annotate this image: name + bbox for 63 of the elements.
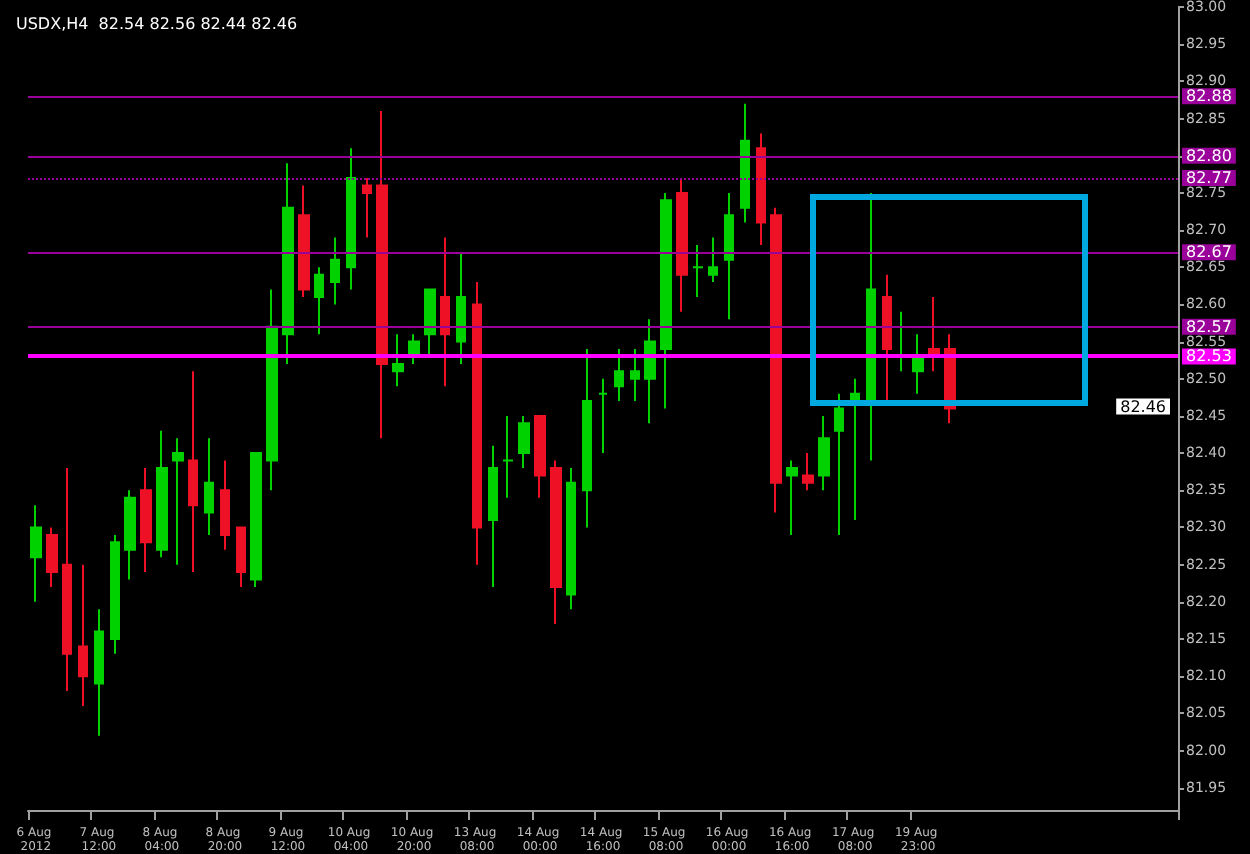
- candlestick: [660, 191, 672, 410]
- candlestick: [472, 281, 482, 566]
- candlestick: [756, 132, 766, 246]
- candlestick: [30, 504, 42, 603]
- candlestick: [62, 466, 72, 693]
- candlestick: [220, 459, 230, 551]
- candlestick: [392, 333, 404, 388]
- candlestick: [614, 348, 624, 403]
- candlestick: [330, 236, 340, 306]
- candlestick: [440, 236, 450, 388]
- candlestick: [740, 102, 750, 224]
- candlestick: [156, 429, 168, 559]
- candlestick: [786, 459, 798, 536]
- candlestick: [866, 191, 876, 462]
- ref-line-label: 82.57: [1186, 317, 1232, 336]
- candlestick: [124, 489, 136, 581]
- candlestick: [236, 526, 246, 588]
- candlestick: [204, 437, 214, 536]
- candlestick: [424, 288, 436, 358]
- candlestick: [502, 414, 514, 499]
- candlestick: [534, 414, 546, 499]
- candlestick: [770, 206, 782, 514]
- ref-line-label: 82.77: [1186, 169, 1232, 188]
- candlestick: [850, 377, 860, 522]
- candlestick: [644, 318, 656, 425]
- candlestick: [802, 452, 814, 492]
- candlestick: [692, 243, 704, 298]
- candlestick: [266, 288, 278, 492]
- candlestick: [834, 392, 844, 536]
- text: USDX,H4 82.54 82.56 82.44 82.46: [16, 15, 298, 33]
- candlestick: [140, 466, 152, 574]
- candlestick: [250, 452, 262, 588]
- ref-line-label: 82.67: [1186, 243, 1232, 262]
- candlestick: [912, 333, 924, 395]
- candlestick: [78, 563, 88, 707]
- candlestick: [566, 466, 576, 611]
- candlestick: [818, 414, 830, 492]
- candlestick: [188, 370, 198, 574]
- candlestick: [94, 608, 104, 737]
- candlestick: [676, 177, 688, 313]
- candlestick: [346, 147, 356, 291]
- candlestick: [724, 191, 734, 321]
- candlestick: [882, 273, 892, 403]
- ref-line-label: 82.53: [1186, 347, 1232, 366]
- candlestick: [110, 533, 120, 655]
- ref-line-label: 82.80: [1186, 146, 1232, 165]
- candlestick: [456, 251, 466, 365]
- candlestick: [550, 459, 562, 626]
- candlestick: [582, 348, 592, 529]
- candlestick: [488, 444, 498, 588]
- candlestick: [630, 348, 640, 403]
- candlestick: [172, 437, 184, 566]
- candlestick: [314, 266, 324, 336]
- candlestick: [376, 110, 388, 440]
- candlestick: [298, 184, 310, 298]
- candlestick: [362, 177, 372, 239]
- candlestick: [708, 236, 718, 284]
- ref-line-label: 82.88: [1186, 87, 1232, 106]
- annotation: 82.46: [1120, 397, 1167, 416]
- candlestick: [598, 377, 608, 455]
- candlestick: [518, 414, 530, 469]
- candlestick: [46, 526, 58, 588]
- candlestick: [282, 162, 294, 365]
